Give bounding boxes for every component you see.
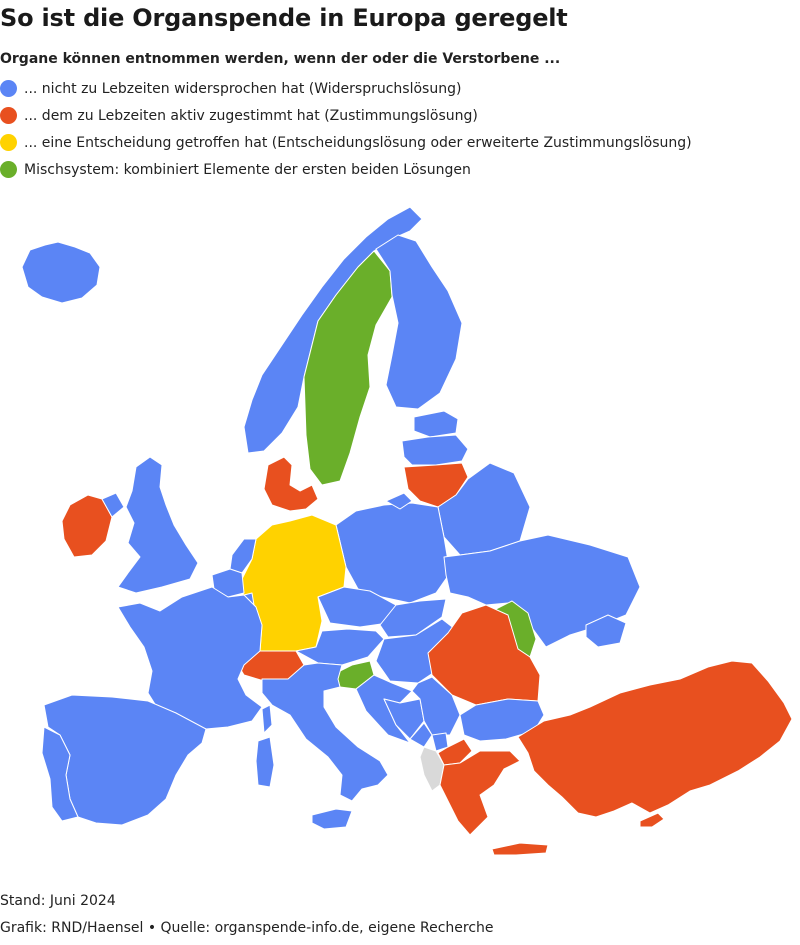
island-corsica (261, 704, 273, 734)
country-france (117, 586, 263, 730)
island-crete (491, 842, 549, 855)
country-norway (243, 206, 423, 454)
region-crimea (585, 614, 627, 648)
legend-item-opt-out: ... nicht zu Lebzeiten widersprochen hat… (0, 75, 692, 102)
legend-swatch-decision (0, 134, 17, 151)
country-ireland (61, 494, 113, 558)
island-sardinia (255, 736, 275, 788)
island-sicily (311, 808, 353, 830)
country-uk (117, 456, 199, 594)
legend-item-mixed: Mischsystem: kombiniert Elemente der ers… (0, 156, 692, 183)
country-portugal (41, 726, 79, 822)
legend-item-opt-in: ... dem zu Lebzeiten aktiv zugestimmt ha… (0, 102, 692, 129)
country-slovakia (379, 598, 447, 638)
country-denmark (263, 456, 319, 512)
legend-label-mixed: Mischsystem: kombiniert Elemente der ers… (24, 161, 471, 178)
country-iceland (21, 241, 101, 304)
country-greece (439, 750, 521, 836)
country-bulgaria (459, 698, 545, 742)
legend-label-opt-out: ... nicht zu Lebzeiten widersprochen hat… (24, 80, 462, 97)
country-albania (419, 746, 445, 792)
country-ukraine (443, 534, 641, 648)
region-kaliningrad (385, 492, 413, 510)
country-cyprus (639, 812, 665, 828)
country-serbia (411, 676, 461, 736)
country-sweden (303, 250, 393, 486)
europe-map (21, 206, 793, 855)
footer-credit: Grafik: RND/Haensel • Quelle: organspend… (0, 920, 494, 936)
legend-swatch-opt-in (0, 107, 17, 124)
legend-label-opt-in: ... dem zu Lebzeiten aktiv zugestimmt ha… (24, 107, 478, 124)
legend-swatch-mixed (0, 161, 17, 178)
legend-heading: Organe können entnommen werden, wenn der… (0, 51, 561, 67)
country-italy (261, 662, 389, 802)
chart-title: So ist die Organspende in Europa geregel… (0, 4, 568, 32)
country-belarus (437, 462, 531, 556)
legend-label-decision: ... eine Entscheidung getroffen hat (Ent… (24, 134, 692, 151)
country-turkey (517, 660, 793, 818)
country-romania (427, 604, 541, 706)
country-finland (375, 234, 463, 410)
region-northern-ireland (101, 492, 125, 518)
legend-swatch-opt-out (0, 80, 17, 97)
country-estonia (413, 410, 459, 438)
legend: ... nicht zu Lebzeiten widersprochen hat… (0, 75, 692, 183)
country-latvia (401, 434, 469, 466)
legend-item-decision: ... eine Entscheidung getroffen hat (Ent… (0, 129, 692, 156)
footer-stand: Stand: Juni 2024 (0, 893, 116, 909)
